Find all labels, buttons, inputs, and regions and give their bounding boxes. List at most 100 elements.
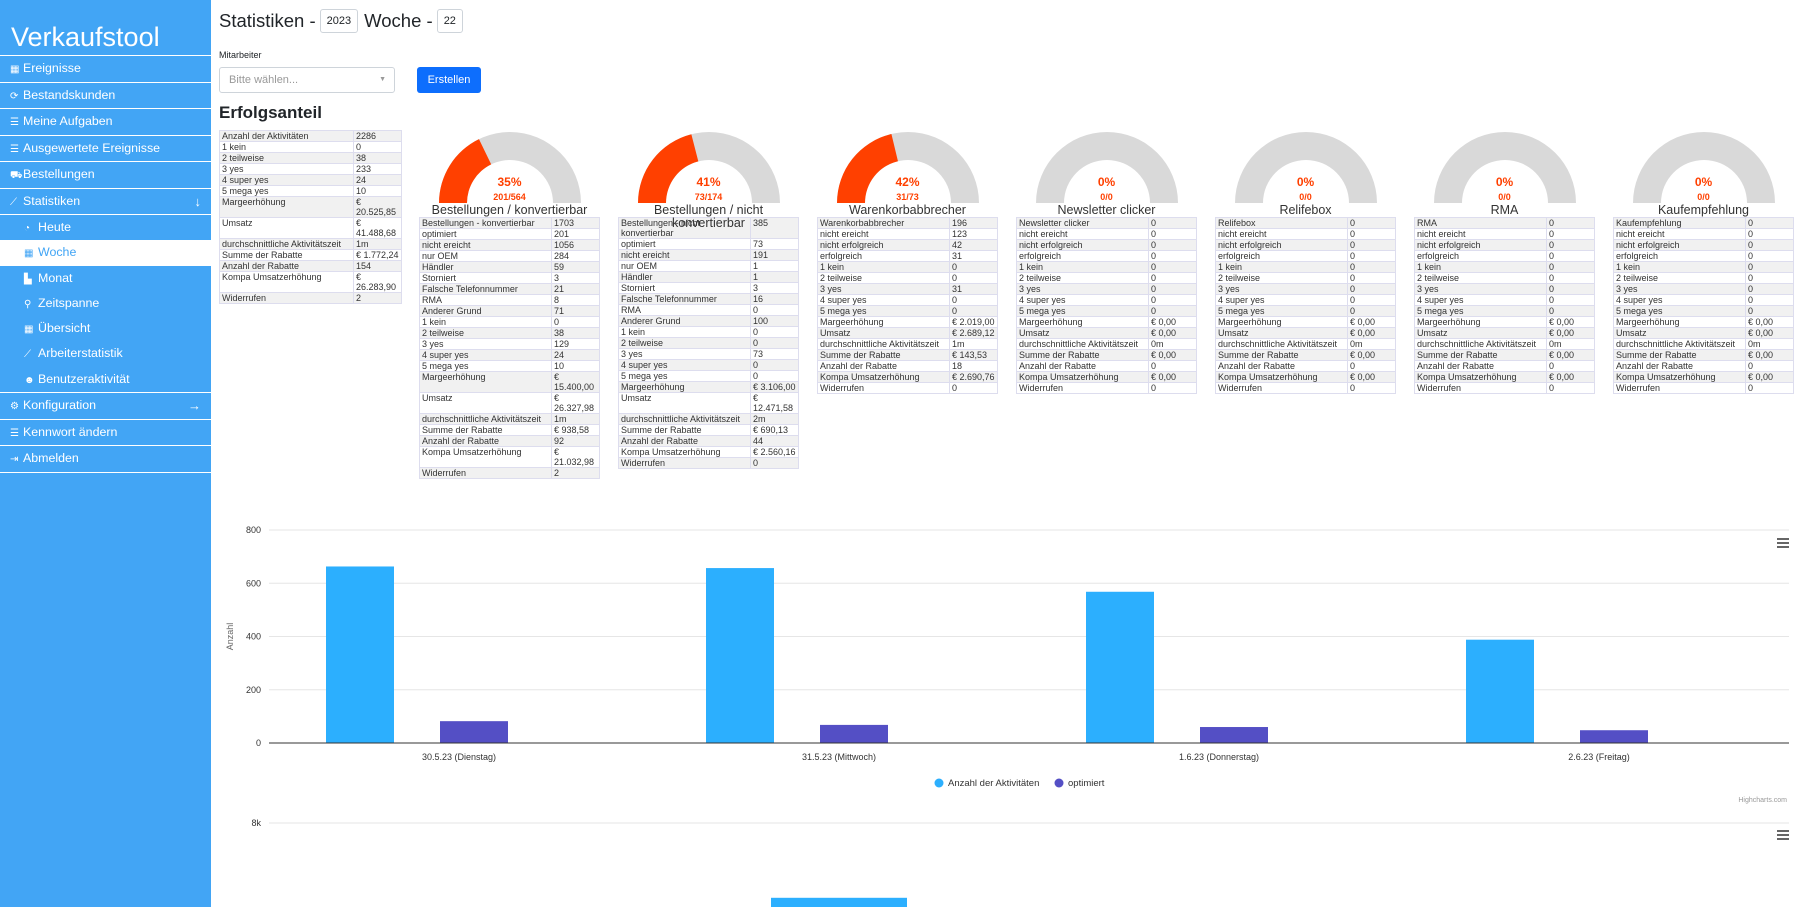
sidebar-item-statistiken[interactable]: ⟋ Statistiken ↓ bbox=[0, 189, 211, 215]
row-value: 10 bbox=[353, 185, 402, 197]
table-row: Umsatz € 0,00 bbox=[1613, 327, 1794, 339]
gauge-percent: 0% bbox=[1097, 175, 1116, 189]
row-label: 2 teilweise bbox=[1016, 272, 1149, 284]
sidebar-item-ereignisse[interactable]: ▦ Ereignisse bbox=[0, 56, 211, 83]
create-button[interactable]: Erstellen bbox=[417, 67, 481, 93]
gauge-percent: 41% bbox=[696, 175, 721, 189]
hamburger-menu-icon[interactable] bbox=[1777, 542, 1789, 544]
row-label: 1 kein bbox=[1016, 261, 1149, 273]
week-input[interactable]: 22 bbox=[436, 9, 463, 33]
calendar-icon: ▦ bbox=[10, 64, 20, 75]
sidebar-subitem-monat[interactable]: ▙ Monat bbox=[0, 266, 211, 291]
table-row: nicht ereicht 0 bbox=[1016, 228, 1197, 240]
employee-select[interactable]: Bitte wählen... ▼ bbox=[219, 67, 395, 93]
sidebar-item-bestandskunden[interactable]: ⟳ Bestandskunden bbox=[0, 83, 211, 109]
row-label: 4 super yes bbox=[1215, 294, 1348, 306]
sidebar-item-kennwort-ändern[interactable]: ☰ Kennwort ändern bbox=[0, 420, 211, 447]
hamburger-menu-icon[interactable] bbox=[1777, 838, 1789, 840]
sidebar-item-meine-aufgaben[interactable]: ☰ Meine Aufgaben bbox=[0, 109, 211, 136]
row-label: Umsatz bbox=[1215, 327, 1348, 339]
year-input[interactable]: 2023 bbox=[319, 9, 359, 33]
bar-series-1[interactable] bbox=[771, 897, 907, 907]
table-row: durchschnittliche Aktivitätszeit 0m bbox=[1215, 338, 1396, 350]
row-value: 0 bbox=[750, 457, 799, 469]
bar-chart-revenue: 8k bbox=[251, 818, 1789, 907]
row-label: durchschnittliche Aktivitätszeit bbox=[1414, 338, 1547, 350]
row-value: 0 bbox=[750, 304, 799, 316]
row-value: € 0,00 bbox=[1148, 327, 1197, 339]
gauge-panel: 0% 0/0 Newsletter clicker Newsletter clicke… bbox=[1016, 130, 1197, 394]
table-row: durchschnittliche Aktivitätszeit 1m bbox=[219, 238, 402, 250]
sidebar-item-label: Monat bbox=[38, 270, 73, 285]
row-value: 0 bbox=[1745, 294, 1794, 306]
bar-anzahl-der-aktivit-ten-2[interactable] bbox=[1086, 591, 1154, 743]
bar-optimiert-3[interactable] bbox=[1580, 730, 1648, 743]
sidebar-subitem-arbeiterstatistik[interactable]: ⟋ Arbeiterstatistik bbox=[0, 341, 211, 366]
hamburger-menu-icon[interactable] bbox=[1777, 546, 1789, 548]
gauge-arc bbox=[1234, 132, 1377, 203]
row-label: Margeerhöhung bbox=[817, 316, 950, 328]
table-row: Anderer Grund 100 bbox=[618, 315, 799, 327]
bar-anzahl-der-aktivit-ten-0[interactable] bbox=[326, 566, 394, 743]
table-row: Anzahl der Rabatte 0 bbox=[1016, 360, 1197, 372]
row-label: Anzahl der Rabatte bbox=[219, 260, 354, 272]
table-row: 2 teilweise 38 bbox=[419, 327, 600, 339]
sidebar-item-label: Woche bbox=[38, 245, 77, 260]
table-row: 4 super yes 0 bbox=[817, 294, 998, 306]
table-row: 5 mega yes 0 bbox=[618, 370, 799, 382]
sidebar-item-ausgewertete-ereignisse[interactable]: ☰ Ausgewertete Ereignisse bbox=[0, 136, 211, 162]
row-label: Newsletter clicker bbox=[1016, 217, 1149, 229]
legend-item[interactable]: Anzahl der Aktivitäten bbox=[948, 778, 1039, 789]
bar-chart-daily: 0 200 400 600 800 30.5.23 (Dienstag) 31.5.23 (… bbox=[225, 525, 1789, 804]
sidebar-subitem-übersicht[interactable]: ▦ Übersicht bbox=[0, 316, 211, 341]
row-label: durchschnittliche Aktivitätszeit bbox=[1215, 338, 1348, 350]
row-label: durchschnittliche Aktivitätszeit bbox=[618, 413, 751, 425]
gauge-panel: 0% 0/0 Relifebox Relifebox 0 nicht ereicht 0 ni… bbox=[1215, 130, 1396, 394]
table-row: erfolgreich 0 bbox=[1414, 250, 1595, 262]
row-value: 0 bbox=[1148, 294, 1197, 306]
row-value: € 0,00 bbox=[1745, 371, 1794, 383]
bar-optimiert-1[interactable] bbox=[820, 724, 888, 743]
sidebar-item-konfiguration[interactable]: ⚙ Konfiguration → bbox=[0, 393, 211, 420]
sidebar-item-bestellungen[interactable]: ⛟Bestellungen bbox=[0, 162, 211, 189]
row-label: Kompa Umsatzerhöhung bbox=[1016, 371, 1149, 383]
hamburger-menu-icon[interactable] bbox=[1777, 834, 1789, 836]
sidebar-subitem-benutzeraktivität[interactable]: ☻ Benutzeraktivität bbox=[0, 367, 211, 392]
x-tick-label: 2.6.23 (Freitag) bbox=[1568, 752, 1630, 762]
bar-anzahl-der-aktivit-ten-1[interactable] bbox=[706, 568, 774, 743]
row-label: 3 yes bbox=[1016, 283, 1149, 295]
table-row: Relifebox 0 bbox=[1215, 217, 1396, 229]
gauge-panel: 0% 0/0 RMA RMA 0 nicht ereicht 0 nicht erfolgre… bbox=[1414, 130, 1595, 394]
row-value: 0 bbox=[1745, 239, 1794, 251]
sidebar-subitem-zeitspanne[interactable]: ⚲ Zeitspanne bbox=[0, 291, 211, 316]
table-row: 1 kein 0 bbox=[1016, 261, 1197, 273]
gauge-percent: 35% bbox=[497, 175, 522, 189]
table-row: 1 kein 0 bbox=[817, 261, 998, 273]
bar-anzahl-der-aktivit-ten-3[interactable] bbox=[1466, 639, 1534, 743]
row-value: 31 bbox=[949, 250, 998, 262]
row-value: 0 bbox=[1347, 228, 1396, 240]
table-row: Falsche Telefonnummer 21 bbox=[419, 283, 600, 295]
gauge-title: Relifebox bbox=[1279, 203, 1332, 217]
legend-marker bbox=[1054, 778, 1064, 788]
bar-optimiert-0[interactable] bbox=[440, 721, 508, 743]
hamburger-menu-icon[interactable] bbox=[1777, 538, 1789, 540]
row-label: 3 yes bbox=[1613, 283, 1746, 295]
sidebar-subitem-woche[interactable]: ▦ Woche bbox=[0, 240, 211, 266]
bar-optimiert-2[interactable] bbox=[1200, 727, 1268, 743]
row-value: 1m bbox=[353, 238, 402, 250]
row-value: € 0,00 bbox=[1347, 327, 1396, 339]
hamburger-menu-icon[interactable] bbox=[1777, 830, 1789, 832]
row-label: Summe der Rabatte bbox=[219, 249, 354, 261]
legend-item[interactable]: optimiert bbox=[1068, 778, 1105, 789]
legend-marker bbox=[934, 778, 944, 788]
table-row: 4 super yes 0 bbox=[1414, 294, 1595, 306]
table-row: Kompa Umsatzerhöhung € 0,00 bbox=[1613, 371, 1794, 383]
gauge-arc bbox=[637, 132, 780, 203]
row-label: 4 super yes bbox=[618, 359, 751, 371]
table-row: 4 super yes 0 bbox=[1215, 294, 1396, 306]
row-value: 16 bbox=[750, 293, 799, 305]
table-row: Summe der Rabatte € 143,53 bbox=[817, 349, 998, 361]
sidebar-subitem-heute[interactable]: ◔ Heute bbox=[0, 215, 211, 240]
sidebar-item-abmelden[interactable]: ⇥ Abmelden bbox=[0, 446, 211, 473]
